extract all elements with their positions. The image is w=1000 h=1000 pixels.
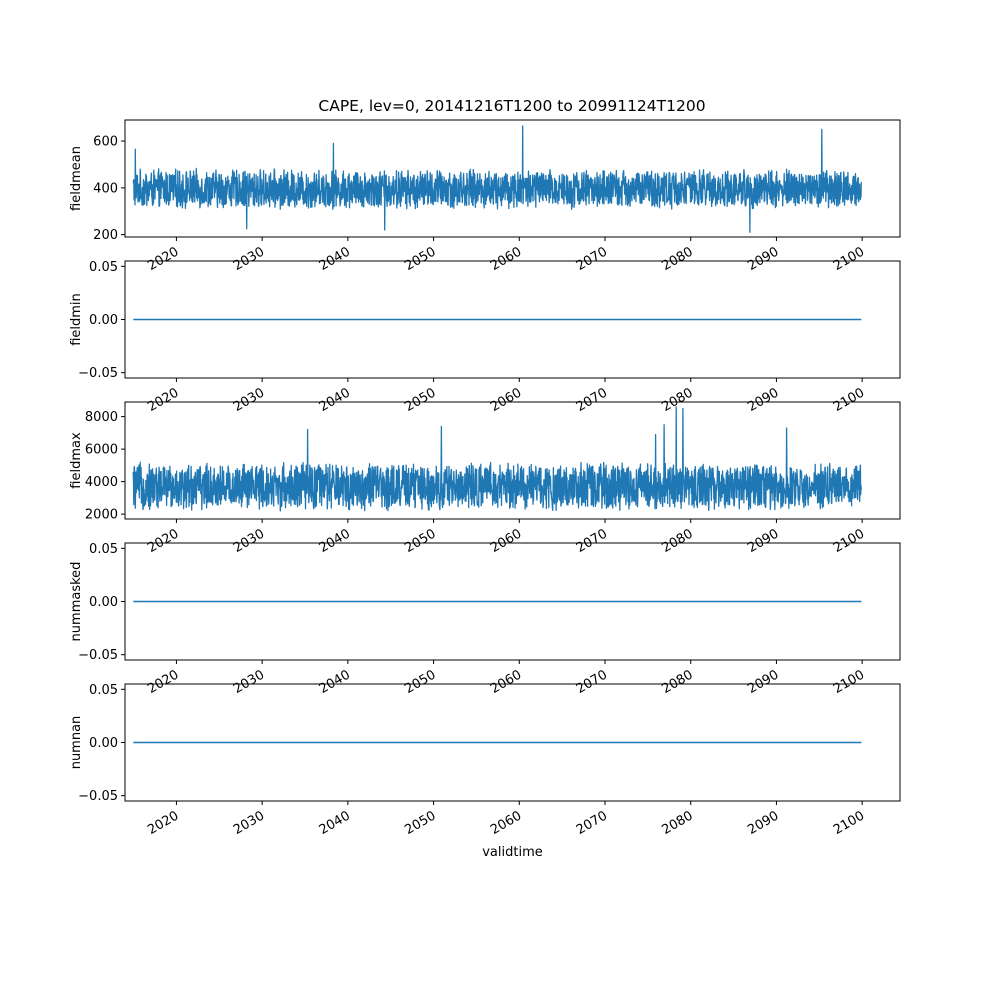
y-tick-label: 8000 (85, 410, 118, 425)
axes-frame (124, 401, 901, 520)
axes-frame (124, 683, 901, 802)
y-axis-label: fieldmax (69, 432, 84, 489)
y-tick-label: 4000 (85, 475, 118, 490)
y-tick-label: 200 (93, 228, 118, 243)
chart-title: CAPE, lev=0, 20141216T1200 to 20991124T1… (318, 97, 705, 115)
y-tick-label: 0.00 (89, 736, 118, 751)
y-tick-label: −0.05 (78, 366, 118, 381)
series-line (132, 406, 862, 512)
axes-frame (124, 260, 901, 379)
y-tick-label: −0.05 (78, 648, 118, 663)
y-tick-label: 6000 (85, 443, 118, 458)
y-axis-label: nummasked (69, 562, 84, 642)
y-tick-label: −0.05 (78, 789, 118, 804)
y-axis-label: fieldmin (69, 293, 84, 346)
y-tick-label: 600 (93, 135, 118, 150)
y-tick-label: 0.00 (89, 595, 118, 610)
y-tick-label: 400 (93, 181, 118, 196)
y-tick-label: 2000 (85, 508, 118, 523)
y-tick-label: 0.05 (89, 683, 118, 698)
axes-frame (124, 119, 901, 238)
series-line (132, 125, 862, 233)
y-axis-label: numnan (69, 716, 84, 770)
y-tick-label: 0.05 (89, 542, 118, 557)
y-axis-label: fieldmean (69, 146, 84, 211)
x-axis-label: validtime (482, 845, 543, 860)
axes-frame (124, 542, 901, 661)
y-tick-label: 0.05 (89, 260, 118, 275)
y-tick-label: 0.00 (89, 313, 118, 328)
